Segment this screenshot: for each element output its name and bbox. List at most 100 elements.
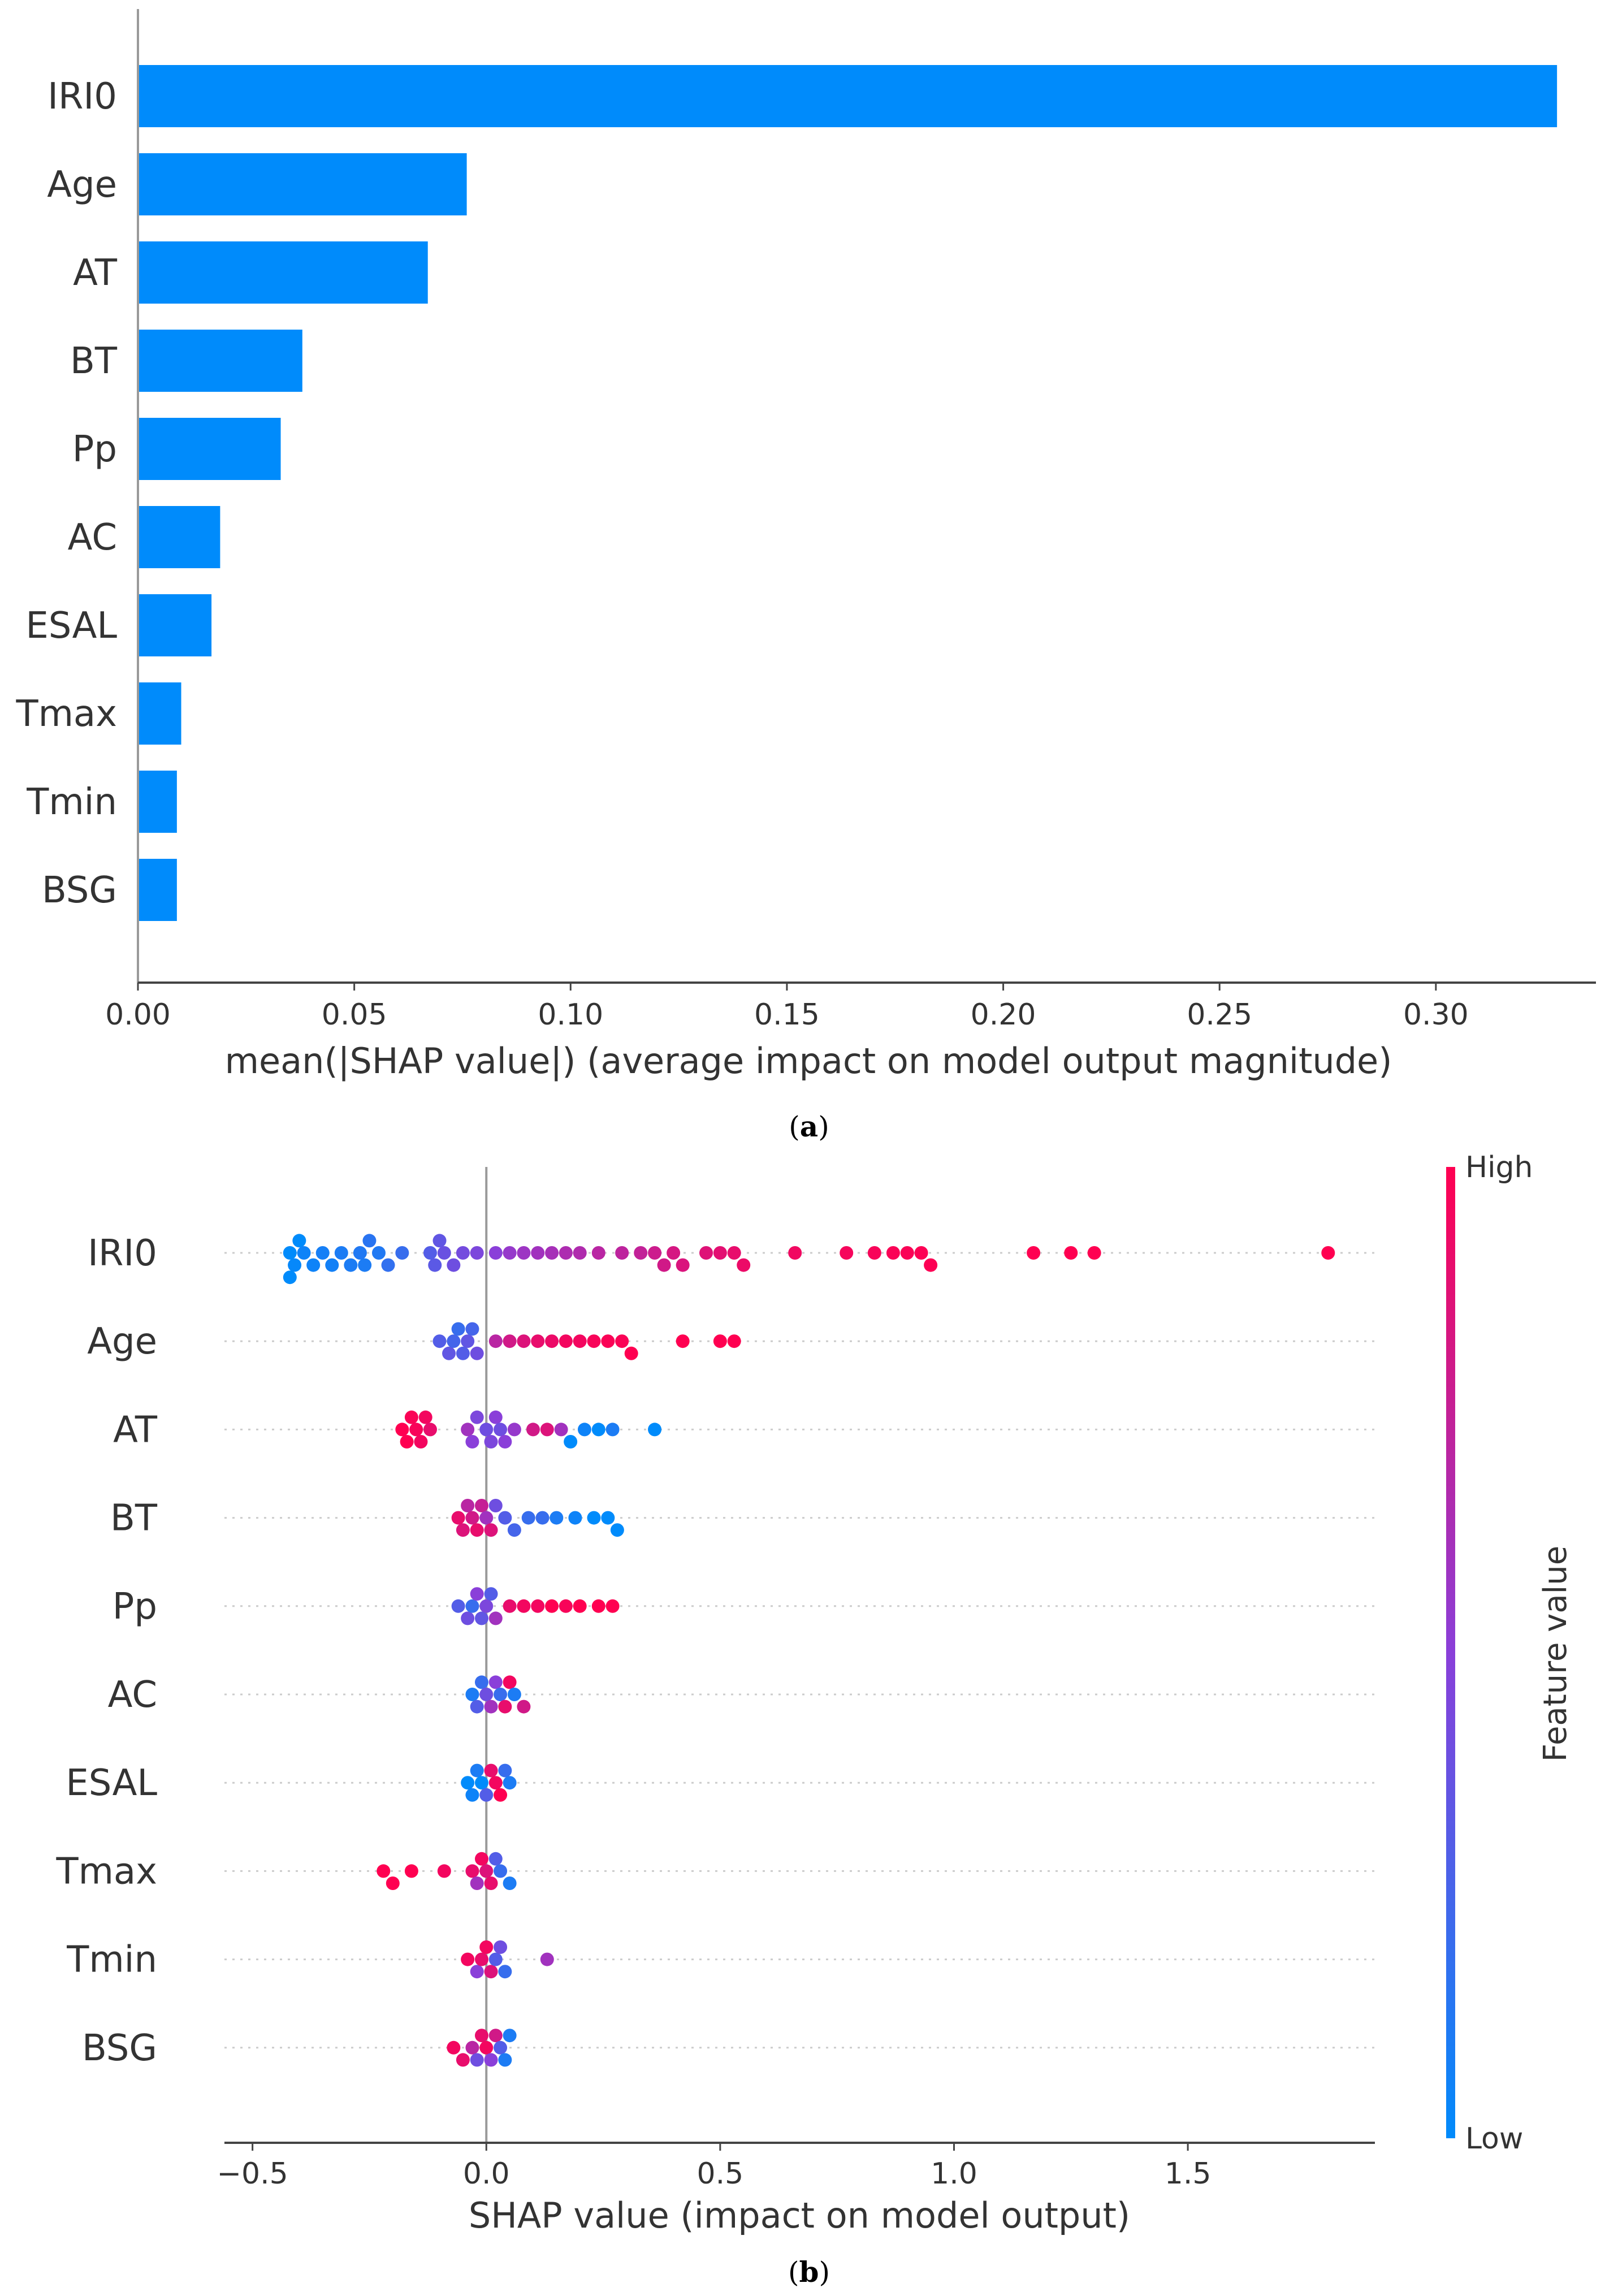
point-iri0: [283, 1246, 297, 1260]
point-tmin: [474, 1952, 488, 1966]
point-bsg: [494, 2040, 508, 2055]
y-tick-label-bt: BT: [110, 1498, 158, 1540]
y-tick-label-age: Age: [47, 164, 117, 206]
point-pp: [545, 1599, 559, 1613]
point-iri0: [315, 1246, 330, 1260]
point-iri0: [900, 1246, 914, 1260]
x-tick-label: 0.5: [697, 2157, 744, 2191]
point-bsg: [503, 2029, 517, 2043]
point-iri0: [713, 1246, 727, 1260]
caption-a: (a): [789, 1110, 829, 1143]
point-at: [507, 1422, 521, 1437]
point-pp: [470, 1587, 484, 1601]
point-pp: [484, 1587, 498, 1601]
point-esal: [484, 1763, 498, 1778]
bar-esal: [138, 594, 212, 656]
point-iri0: [353, 1246, 367, 1260]
point-esal: [488, 1776, 503, 1790]
point-bt: [587, 1511, 601, 1525]
y-tick-label-bsg: BSG: [82, 2027, 157, 2069]
point-pp: [474, 1611, 488, 1625]
y-tick-label-at: AT: [113, 1409, 158, 1451]
point-age: [432, 1334, 447, 1348]
point-age: [442, 1346, 456, 1360]
y-tick-label-at: AT: [73, 252, 118, 294]
point-age: [451, 1322, 465, 1336]
point-age: [601, 1334, 615, 1348]
point-pp: [573, 1599, 587, 1613]
point-iri0: [470, 1246, 484, 1260]
point-ac: [479, 1688, 494, 1701]
point-bsg: [447, 2040, 461, 2055]
point-bsg: [488, 2029, 503, 2043]
point-at: [540, 1422, 554, 1437]
x-ticks: 0.00 0.05 0.10 0.15 0.20 0.25 0.30: [105, 983, 1469, 1032]
point-pp: [451, 1599, 465, 1613]
bar-ac: [138, 506, 220, 568]
point-pp: [531, 1599, 545, 1613]
point-iri0: [283, 1270, 297, 1285]
point-iri0: [559, 1246, 573, 1260]
caption-b: (b): [788, 2255, 830, 2289]
y-tick-labels: IRI0 Age AT BT Pp AC ESAL Tmax Tmin BSG: [15, 76, 117, 911]
point-age: [727, 1334, 741, 1348]
x-tick-label: 1.5: [1165, 2157, 1212, 2191]
point-age: [488, 1334, 503, 1348]
point-iri0: [325, 1258, 339, 1272]
point-series: [283, 1234, 1335, 2067]
x-tick-label: 0.0: [463, 2157, 510, 2191]
y-tick-label-esal: ESAL: [25, 605, 117, 647]
point-ac: [517, 1700, 531, 1714]
x-tick-label: 0.30: [1403, 998, 1469, 1032]
point-age: [531, 1334, 545, 1348]
x-tick-label: 0.10: [538, 998, 603, 1032]
point-iri0: [840, 1246, 854, 1260]
bar-tmin: [138, 771, 177, 833]
point-age: [470, 1346, 484, 1360]
point-pp: [591, 1599, 605, 1613]
point-ac: [484, 1700, 498, 1714]
point-iri0: [591, 1246, 605, 1260]
point-bt: [521, 1511, 535, 1525]
point-at: [395, 1422, 409, 1437]
point-iri0: [634, 1246, 648, 1260]
point-at: [488, 1410, 503, 1424]
point-iri0: [306, 1258, 321, 1272]
beeswarm-chart-panel-b: IRI0 Age AT BT Pp AC ESAL Tmax Tmin BSG −0.5 0.0 0.…: [55, 1151, 1574, 2289]
point-iri0: [447, 1258, 461, 1272]
point-bsg: [479, 2040, 494, 2055]
point-tmax: [488, 1852, 503, 1866]
point-tmax: [494, 1864, 508, 1878]
point-at: [564, 1435, 578, 1448]
point-age: [465, 1322, 479, 1336]
point-pp: [559, 1599, 573, 1613]
point-iri0: [428, 1258, 442, 1272]
point-iri0: [924, 1258, 938, 1272]
point-iri0: [334, 1246, 348, 1260]
point-bt: [568, 1511, 582, 1525]
point-pp: [488, 1611, 503, 1625]
y-tick-label-tmin: Tmin: [26, 781, 117, 823]
colorbar-low-label: Low: [1465, 2122, 1523, 2156]
point-ac: [494, 1688, 508, 1701]
point-iri0: [1027, 1246, 1041, 1260]
point-pp: [479, 1599, 494, 1613]
point-bsg: [470, 2053, 484, 2067]
point-iri0: [432, 1234, 447, 1248]
point-iri0: [788, 1246, 802, 1260]
point-bt: [488, 1499, 503, 1512]
point-tmin: [540, 1952, 554, 1966]
point-tmax: [404, 1864, 418, 1878]
point-bt: [451, 1511, 465, 1525]
bar-at: [138, 241, 428, 304]
x-tick-label: 0.15: [754, 998, 820, 1032]
point-bsg: [465, 2040, 479, 2055]
y-tick-label-bt: BT: [70, 340, 118, 382]
point-at: [526, 1422, 540, 1437]
point-tmax: [479, 1864, 494, 1878]
point-age: [559, 1334, 573, 1348]
bar-tmax: [138, 682, 181, 745]
point-age: [456, 1346, 470, 1360]
point-age: [545, 1334, 559, 1348]
